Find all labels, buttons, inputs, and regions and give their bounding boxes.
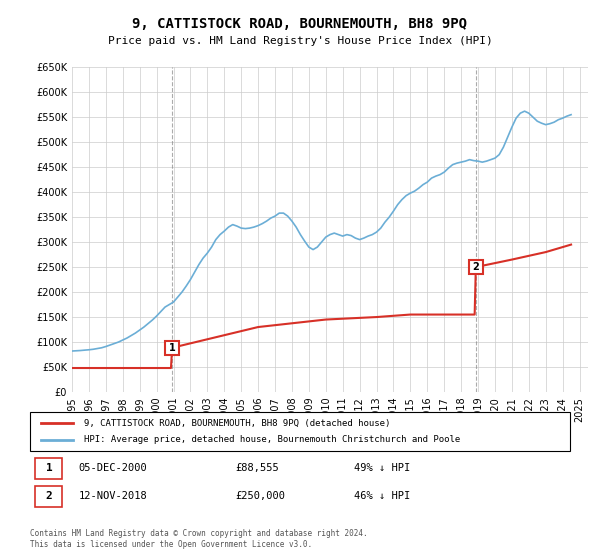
- Text: £250,000: £250,000: [235, 491, 285, 501]
- Text: 12-NOV-2018: 12-NOV-2018: [79, 491, 148, 501]
- Text: 49% ↓ HPI: 49% ↓ HPI: [354, 463, 410, 473]
- Text: 9, CATTISTOCK ROAD, BOURNEMOUTH, BH8 9PQ: 9, CATTISTOCK ROAD, BOURNEMOUTH, BH8 9PQ: [133, 17, 467, 31]
- Text: 1: 1: [169, 343, 176, 353]
- Text: 9, CATTISTOCK ROAD, BOURNEMOUTH, BH8 9PQ (detached house): 9, CATTISTOCK ROAD, BOURNEMOUTH, BH8 9PQ…: [84, 419, 391, 428]
- Text: Price paid vs. HM Land Registry's House Price Index (HPI): Price paid vs. HM Land Registry's House …: [107, 36, 493, 46]
- Text: 1: 1: [46, 463, 52, 473]
- FancyBboxPatch shape: [30, 412, 570, 451]
- Text: £88,555: £88,555: [235, 463, 279, 473]
- Text: Contains HM Land Registry data © Crown copyright and database right 2024.
This d: Contains HM Land Registry data © Crown c…: [30, 529, 368, 549]
- Text: 2: 2: [472, 262, 479, 272]
- Text: 05-DEC-2000: 05-DEC-2000: [79, 463, 148, 473]
- FancyBboxPatch shape: [35, 486, 62, 507]
- FancyBboxPatch shape: [35, 458, 62, 479]
- Text: 2: 2: [46, 491, 52, 501]
- Text: HPI: Average price, detached house, Bournemouth Christchurch and Poole: HPI: Average price, detached house, Bour…: [84, 435, 460, 444]
- Text: 46% ↓ HPI: 46% ↓ HPI: [354, 491, 410, 501]
